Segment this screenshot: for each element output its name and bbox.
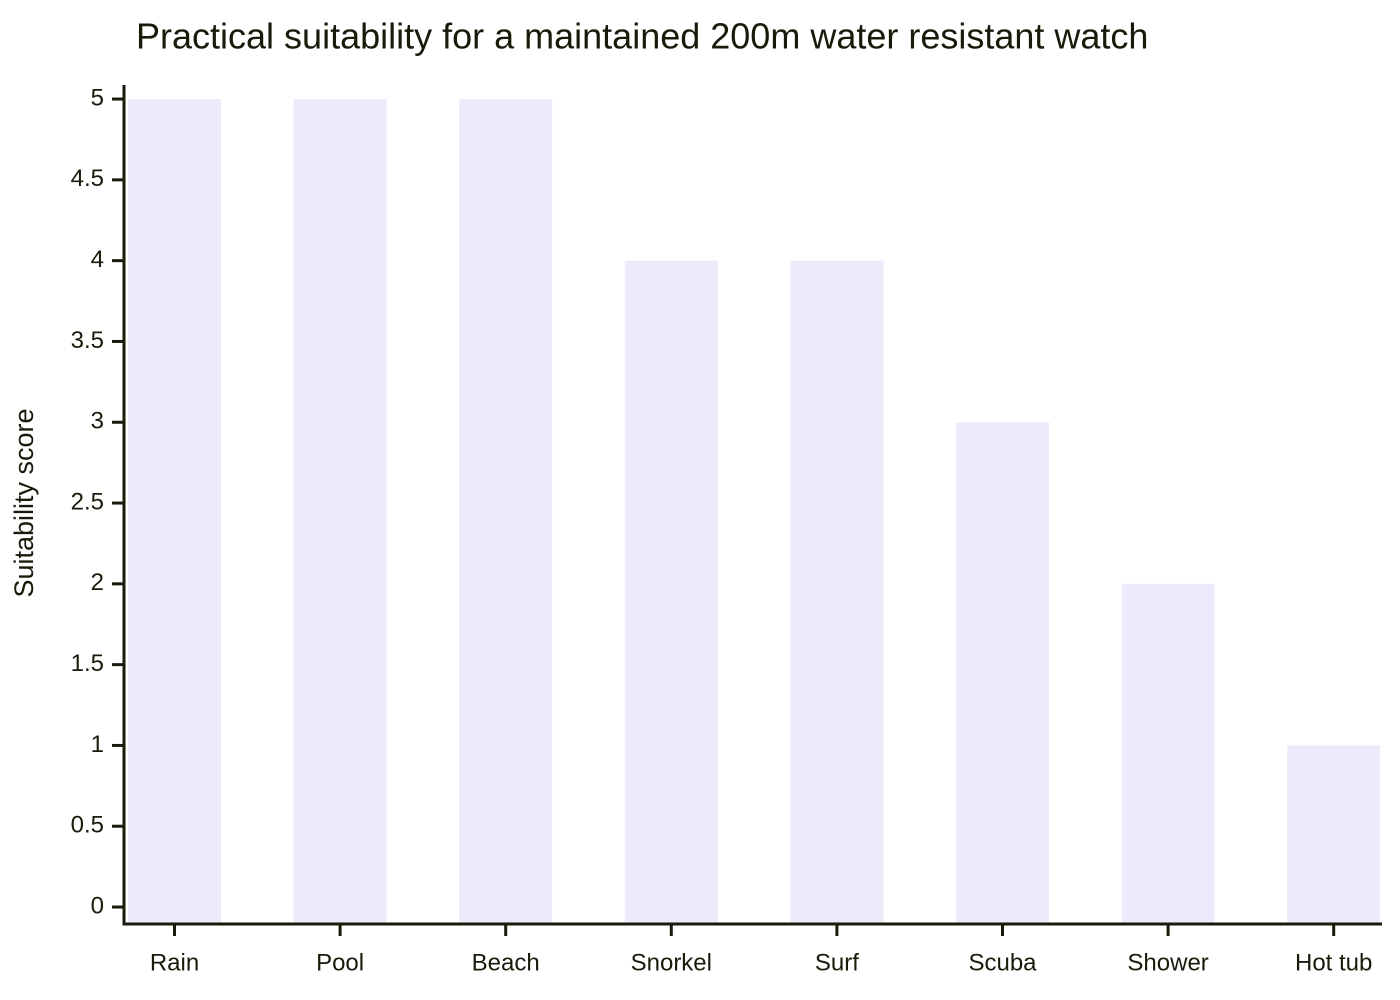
chart-title: Practical suitability for a maintained 2… [136, 16, 1148, 57]
y-tick-label: 4.5 [71, 165, 104, 192]
bar [293, 99, 387, 925]
y-axis-label: Suitability score [9, 408, 39, 597]
bar [956, 422, 1049, 924]
bar [128, 99, 221, 925]
y-tick-label: 2.5 [71, 488, 104, 515]
x-tick-label: Hot tub [1295, 949, 1372, 976]
x-tick-label: Beach [472, 949, 540, 976]
y-tick-label: 3.5 [71, 327, 104, 354]
y-tick-label: 1 [91, 731, 104, 758]
y-tick-label: 5 [91, 84, 104, 111]
y-tick-label: 3 [91, 408, 104, 435]
x-tick-label: Surf [815, 949, 859, 976]
y-tick-label: 4 [91, 246, 104, 273]
bar [459, 99, 553, 925]
x-tick-label: Rain [150, 949, 199, 976]
x-tick-label: Scuba [968, 949, 1037, 976]
x-tick-label: Pool [316, 949, 364, 976]
y-tick-label: 2 [91, 569, 104, 596]
bar [790, 260, 884, 924]
bar [1121, 583, 1215, 924]
y-tick-label: 0.5 [71, 812, 104, 839]
x-tick-label: Shower [1127, 949, 1208, 976]
y-tick-label: 1.5 [71, 650, 104, 677]
x-tick-label: Snorkel [631, 949, 712, 976]
bar [624, 260, 718, 924]
bar [1287, 745, 1381, 924]
y-tick-label: 0 [91, 892, 104, 919]
